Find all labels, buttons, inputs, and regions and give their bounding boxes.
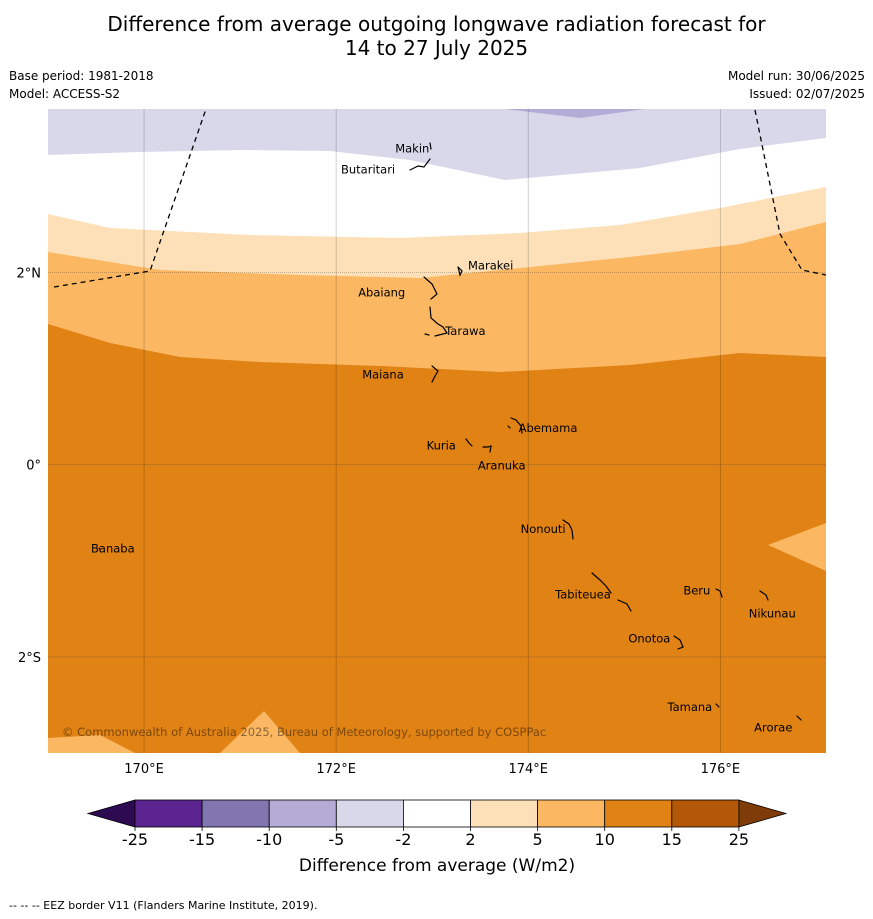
colorbar-extend-high xyxy=(738,799,788,828)
model-run: Model run: 30/06/2025 xyxy=(727,69,865,83)
eez-border-west xyxy=(53,109,207,288)
colorbar-extend-low xyxy=(86,799,136,828)
colorbar-tick-label: 15 xyxy=(662,830,682,849)
meta-right: Model run: 30/06/2025 Issued: 02/07/2025 xyxy=(728,67,865,103)
colorbar-bin xyxy=(335,799,404,828)
place-label-onotoa: Onotoa xyxy=(628,632,670,646)
island-abemama xyxy=(507,417,523,434)
island-beru xyxy=(715,588,723,598)
band-minus-5-10 xyxy=(505,109,645,118)
band-5-10-patch-east xyxy=(768,523,826,571)
colorbar-tick-label: -25 xyxy=(122,830,148,849)
colorbar-title: Difference from average (W/m2) xyxy=(299,856,575,876)
eez-border-east xyxy=(754,109,826,276)
eez-borders xyxy=(53,109,826,288)
island-aranuka xyxy=(482,445,492,453)
colorbar-bin xyxy=(671,799,740,828)
place-label-tamana: Tamana xyxy=(666,700,712,714)
chart-title: Difference from average outgoing longwav… xyxy=(0,12,873,60)
island-banaba xyxy=(98,547,101,551)
island-tabiteuea xyxy=(591,572,632,612)
colorbar-tick-label: -5 xyxy=(328,830,344,849)
colorbar-bin xyxy=(604,799,673,828)
colorbar: -25 -15 -10 -5 -2 2 5 10 15 25 xyxy=(86,799,788,849)
lat-tick-label: 0° xyxy=(26,459,41,474)
place-label-banaba: Banaba xyxy=(91,541,135,555)
meta-left: Base period: 1981-2018 Model: ACCESS-S2 xyxy=(9,67,154,103)
island-tamana xyxy=(715,703,720,708)
place-label-nonouti: Nonouti xyxy=(521,522,566,536)
colorbar-bin xyxy=(201,799,270,828)
place-label-makin: Makin xyxy=(395,141,429,155)
title-line-2: 14 to 27 July 2025 xyxy=(344,36,529,60)
place-label-abaiang: Abaiang xyxy=(358,286,405,300)
lon-tick-label: 172°E xyxy=(316,762,356,777)
island-tarawa xyxy=(424,306,448,337)
eez-footnote: -- -- -- EEZ border V11 (Flanders Marine… xyxy=(9,899,318,912)
island-kuria xyxy=(465,438,473,447)
place-label-butaritari: Butaritari xyxy=(341,163,395,177)
band-5-10-patch-south xyxy=(48,711,300,753)
colorbar-tick-label: 5 xyxy=(533,830,543,849)
colorbar-tick-label: 2 xyxy=(465,830,475,849)
island-onotoa xyxy=(673,635,684,650)
colorbar-tick-label: -2 xyxy=(395,830,411,849)
colorbar-bin xyxy=(268,799,337,828)
island-maiana xyxy=(431,365,439,383)
colorbar-tick-label: -10 xyxy=(256,830,282,849)
colorbar-bin xyxy=(537,799,606,828)
place-label-kuria: Kuria xyxy=(427,438,456,452)
lon-tick-label: 176°E xyxy=(701,762,741,777)
colorbar-tick-label: 25 xyxy=(729,830,749,849)
place-label-beru: Beru xyxy=(683,584,710,598)
place-label-nikunau: Nikunau xyxy=(749,606,796,620)
title-line-1: Difference from average outgoing longwav… xyxy=(107,12,766,36)
place-label-arorae: Arorae xyxy=(754,720,792,734)
island-nikunau xyxy=(759,590,769,601)
copyright-notice: © Commonwealth of Australia 2025, Bureau… xyxy=(62,725,546,739)
island-arorae xyxy=(796,715,802,721)
lat-tick-label: 2°N xyxy=(17,266,42,281)
base-period: Base period: 1981-2018 xyxy=(9,69,154,83)
place-label-marakei: Marakei xyxy=(468,258,513,272)
colorbar-tick-label: -15 xyxy=(189,830,215,849)
lon-tick-label: 174°E xyxy=(508,762,548,777)
place-label-tabiteuea: Tabiteuea xyxy=(554,588,611,602)
island-butaritari xyxy=(409,158,431,171)
place-label-aranuka: Aranuka xyxy=(478,458,526,472)
island-abaiang xyxy=(423,276,438,300)
colorbar-bin xyxy=(402,799,471,828)
colorbar-tick-label: 10 xyxy=(595,830,615,849)
island-makin xyxy=(429,142,432,150)
model-name: Model: ACCESS-S2 xyxy=(9,87,121,101)
place-label-maiana: Maiana xyxy=(362,367,404,381)
colorbar-bin xyxy=(470,799,538,828)
place-label-tarawa: Tarawa xyxy=(444,324,485,338)
lat-tick-label: 2°S xyxy=(18,651,41,666)
issued-date: Issued: 02/07/2025 xyxy=(749,87,865,101)
colorbar-bin xyxy=(134,799,203,828)
island-marakei xyxy=(457,266,463,277)
place-label-abemama: Abemama xyxy=(519,421,578,435)
anomaly-field xyxy=(48,109,826,753)
island-nonouti xyxy=(562,519,574,540)
lon-tick-label: 170°E xyxy=(124,762,164,777)
islands xyxy=(98,142,802,721)
axis-tick-labels: 170°E 172°E 174°E 176°E 2°N 0° 2°S xyxy=(17,266,741,777)
map-frame xyxy=(48,109,826,753)
band-minus-2-5 xyxy=(48,109,826,180)
